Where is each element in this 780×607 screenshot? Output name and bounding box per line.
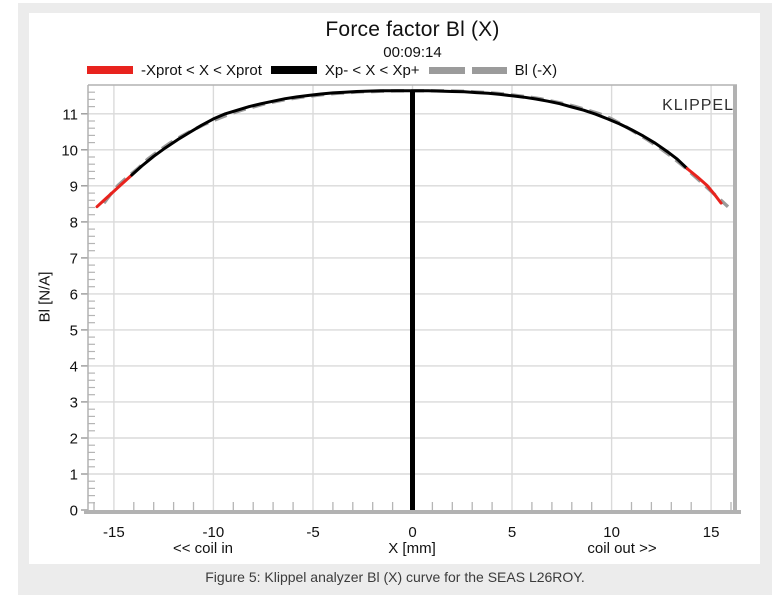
legend-swatch-0: [87, 66, 133, 74]
svg-text:0: 0: [408, 524, 416, 541]
svg-text:9: 9: [70, 178, 78, 195]
x-axis-label: X [mm]: [388, 540, 436, 557]
svg-text:1: 1: [70, 467, 78, 484]
klippel-bl-chart: 0 1 2 3 4 5 6 7 8 9 10 11 -15 -10 -5 0 5 10 15 Force facto…: [29, 13, 760, 564]
chart-title: Force factor Bl (X): [325, 18, 500, 41]
svg-text:5: 5: [508, 524, 516, 541]
chart-legend: -Xprot < X < Xprot Xp- < X < Xp+ Bl (-X): [87, 61, 566, 79]
y-axis-label: Bl [N/A]: [36, 271, 54, 323]
klippel-watermark: KLIPPEL: [662, 97, 734, 114]
svg-text:7: 7: [70, 250, 78, 267]
svg-text:15: 15: [703, 524, 720, 541]
coil-in-annotation: << coil in: [172, 540, 234, 557]
svg-text:3: 3: [70, 394, 78, 411]
plot-area: 0 1 2 3 4 5 6 7 8 9 10 11 -15 -10 -5 0 5 10 15: [61, 84, 741, 541]
svg-text:-15: -15: [103, 524, 125, 541]
legend-label-1: Xp- < X < Xp+: [324, 61, 420, 79]
legend-swatch-2: [428, 66, 507, 74]
svg-text:0: 0: [70, 503, 78, 520]
svg-text:6: 6: [70, 286, 78, 303]
legend-label-2: Bl (-X): [514, 61, 558, 79]
chart-subtitle: 00:09:14: [383, 44, 442, 61]
svg-text:-10: -10: [203, 524, 225, 541]
legend-swatch-1: [270, 66, 317, 74]
figure-caption: Figure 5: Klippel analyzer Bl (X) curve …: [205, 569, 585, 585]
svg-text:5: 5: [70, 322, 78, 339]
svg-text:11: 11: [62, 106, 78, 123]
svg-text:-5: -5: [306, 524, 319, 541]
coil-out-annotation: coil out >>: [587, 540, 657, 557]
svg-text:2: 2: [70, 431, 78, 448]
svg-text:10: 10: [603, 524, 620, 541]
svg-text:4: 4: [70, 358, 78, 375]
legend-label-0: -Xprot < X < Xprot: [141, 61, 262, 79]
figure-block: 0 1 2 3 4 5 6 7 8 9 10 11 -15 -10 -5 0 5 10 15 Force facto…: [18, 3, 772, 595]
svg-text:10: 10: [61, 142, 78, 159]
svg-text:8: 8: [70, 214, 78, 231]
